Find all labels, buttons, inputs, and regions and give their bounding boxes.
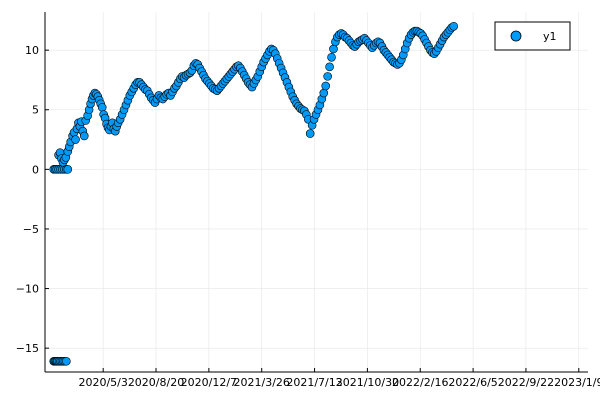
data-point — [325, 62, 334, 72]
data-point — [327, 52, 336, 62]
x-ticks: 2020/5/3 2020/8/202020/12/72021/3/262021/… — [78, 368, 600, 389]
data-point — [323, 72, 332, 81]
series-y1-points — [49, 21, 459, 366]
axes — [44, 12, 588, 373]
data-point — [319, 88, 329, 98]
data-point — [329, 44, 338, 54]
x-tick-label: 2021/10/30 — [336, 376, 399, 389]
y-tick-label: −15 — [16, 342, 39, 355]
y-tick-label: 0 — [32, 163, 39, 176]
legend-label-y1: y1 — [543, 30, 557, 43]
legend-marker-y1 — [510, 30, 522, 42]
x-tick-label: 2020/8/20 — [128, 376, 184, 389]
data-point — [97, 103, 107, 112]
y-tick-label: −10 — [16, 283, 39, 296]
legend-box — [494, 21, 571, 51]
x-tick-label: 2020/5/3 — [78, 376, 127, 389]
x-tick-label: 2022/2/16 — [392, 376, 448, 389]
x-tick-label: 2021/3/26 — [234, 376, 290, 389]
x-tick-label: 2023/1/9 — [554, 376, 600, 389]
data-point — [63, 165, 73, 174]
x-tick-label: 2022/6/5 — [448, 376, 497, 389]
y-ticks: −15 −10 −5 0 5 10 — [16, 44, 49, 355]
data-point — [449, 21, 459, 31]
data-point — [62, 356, 71, 366]
y-tick-label: −5 — [23, 223, 39, 236]
y-tick-label: 5 — [32, 104, 39, 117]
data-point — [71, 135, 80, 144]
x-tick-label: 2022/9/22 — [498, 376, 554, 389]
grid — [45, 12, 588, 372]
legend: y1 — [494, 21, 571, 51]
x-tick-label: 2021/7/13 — [286, 376, 342, 389]
data-point — [321, 81, 331, 91]
data-point — [79, 131, 89, 141]
x-tick-label: 2020/12/7 — [181, 376, 237, 389]
y-tick-label: 10 — [25, 44, 39, 57]
data-point — [305, 129, 315, 138]
